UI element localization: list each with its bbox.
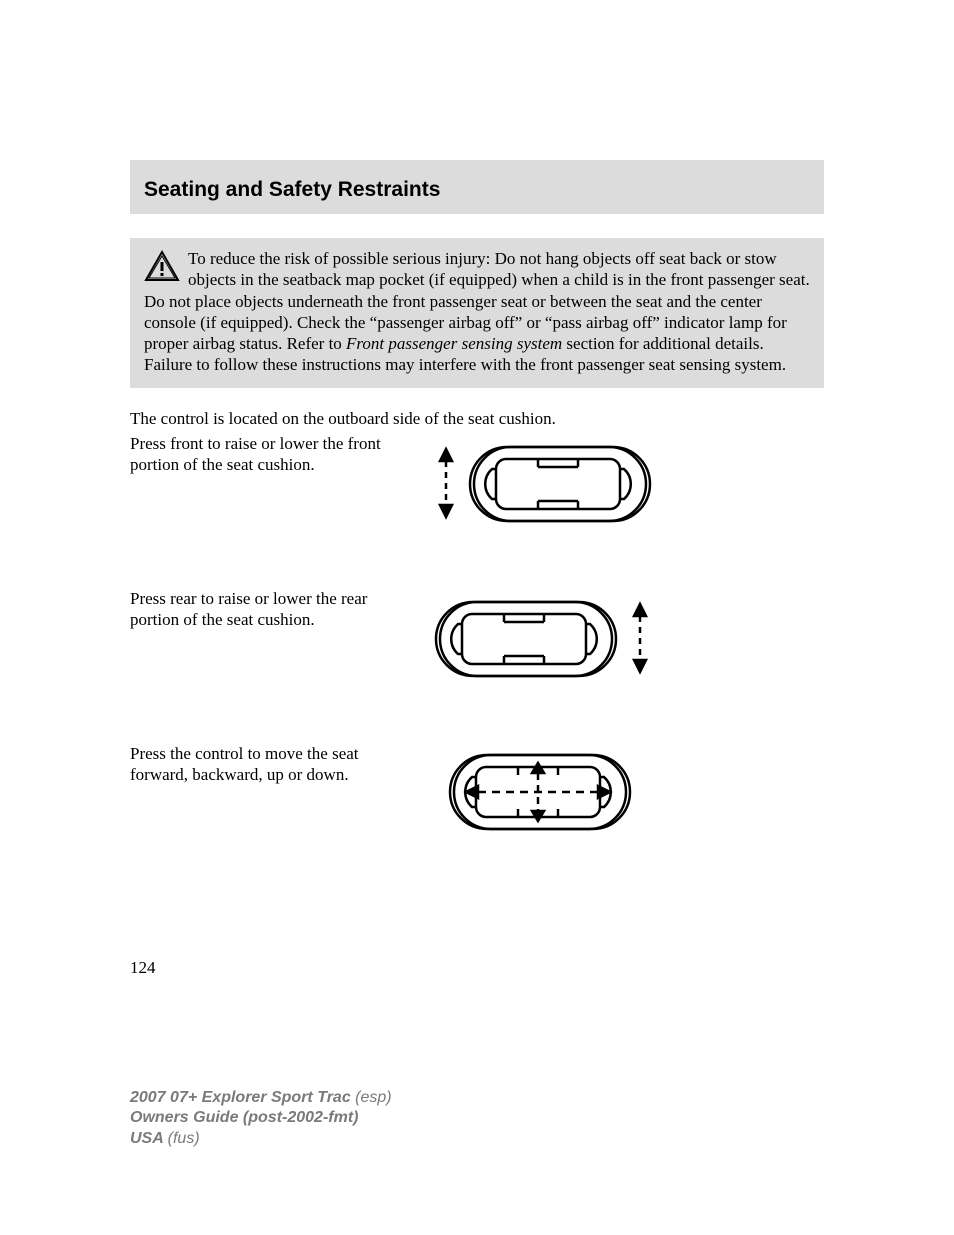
instruction-row: Press rear to raise or lower the rear po… bbox=[130, 588, 824, 693]
footer-line1-bold: 2007 07+ Explorer Sport Trac bbox=[130, 1089, 355, 1106]
seat-control-diagram-fourway bbox=[428, 743, 668, 848]
warning-text: To reduce the risk of possible serious i… bbox=[144, 248, 810, 376]
footer: 2007 07+ Explorer Sport Trac (esp) Owner… bbox=[130, 1088, 392, 1150]
instruction-text: Press front to raise or lower the front … bbox=[130, 433, 420, 476]
instruction-text: Press rear to raise or lower the rear po… bbox=[130, 588, 420, 631]
warning-box: To reduce the risk of possible serious i… bbox=[130, 238, 824, 388]
intro-line: The control is located on the outboard s… bbox=[130, 408, 824, 429]
instruction-text: Press the control to move the seat forwa… bbox=[130, 743, 420, 786]
section-header: Seating and Safety Restraints bbox=[130, 160, 824, 214]
page-number: 124 bbox=[130, 958, 824, 978]
footer-line2: Owners Guide (post-2002-fmt) bbox=[130, 1109, 358, 1126]
footer-line3-italic: (fus) bbox=[168, 1130, 200, 1147]
footer-line3-bold: USA bbox=[130, 1130, 168, 1147]
section-title: Seating and Safety Restraints bbox=[144, 178, 810, 202]
warning-text-italic: Front passenger sensing system bbox=[346, 334, 562, 353]
seat-control-diagram-front bbox=[428, 433, 668, 538]
seat-control-diagram-rear bbox=[428, 588, 668, 693]
warning-triangle-icon bbox=[144, 250, 180, 287]
footer-line1-italic: (esp) bbox=[355, 1089, 391, 1106]
instruction-row: Press front to raise or lower the front … bbox=[130, 433, 824, 538]
instruction-row: Press the control to move the seat forwa… bbox=[130, 743, 824, 848]
